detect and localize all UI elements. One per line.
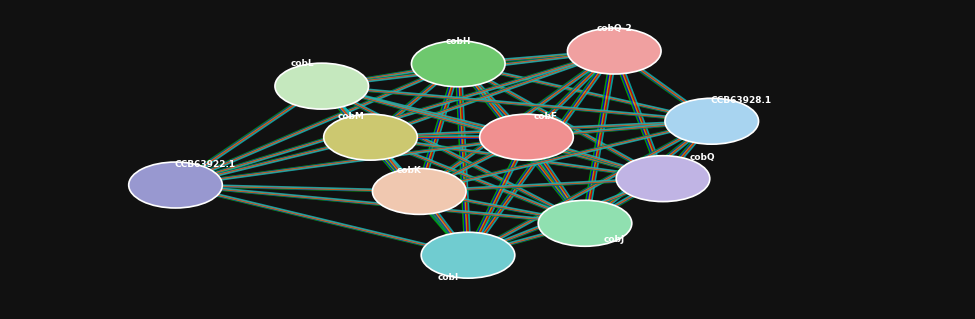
Ellipse shape: [129, 162, 222, 208]
Text: cobQ-2: cobQ-2: [597, 24, 632, 33]
Ellipse shape: [421, 232, 515, 278]
Text: cobJ: cobJ: [604, 235, 625, 244]
Ellipse shape: [616, 156, 710, 202]
Ellipse shape: [665, 98, 759, 144]
Ellipse shape: [275, 63, 369, 109]
Text: cobM: cobM: [337, 112, 365, 121]
Ellipse shape: [324, 114, 417, 160]
Text: cobK: cobK: [397, 166, 422, 175]
Text: cobL: cobL: [291, 59, 314, 68]
Text: cobI: cobI: [438, 273, 459, 282]
Text: CCB63928.1: CCB63928.1: [711, 96, 771, 105]
Text: cobH: cobH: [446, 37, 471, 46]
Ellipse shape: [372, 168, 466, 214]
Text: CCB63922.1: CCB63922.1: [175, 160, 235, 169]
Ellipse shape: [411, 41, 505, 87]
Text: cobF: cobF: [534, 112, 558, 121]
Ellipse shape: [567, 28, 661, 74]
Text: cobQ: cobQ: [689, 153, 715, 162]
Ellipse shape: [538, 200, 632, 246]
Ellipse shape: [480, 114, 573, 160]
